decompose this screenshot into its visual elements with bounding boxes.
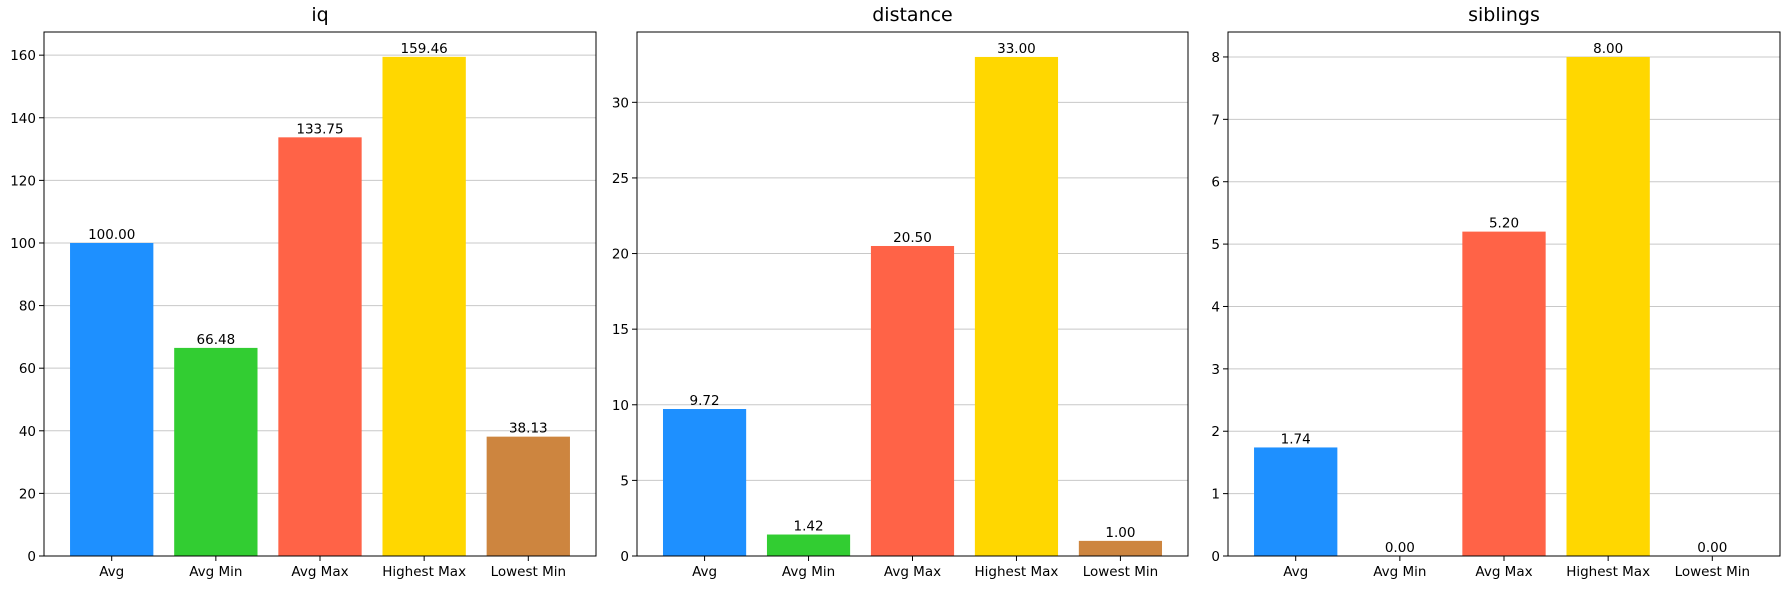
- y-tick-label: 6: [1211, 175, 1220, 191]
- y-tick-label: 140: [10, 111, 36, 127]
- y-tick-label: 80: [19, 299, 36, 315]
- chart-title: distance: [872, 4, 953, 26]
- bar-value-label: 20.50: [893, 230, 932, 246]
- bar-lowest-min: [486, 436, 570, 556]
- bar-avg: [1254, 447, 1338, 556]
- y-tick-label: 120: [10, 173, 36, 189]
- bar-highest-max: [1566, 56, 1650, 556]
- bar-value-label: 9.72: [690, 393, 720, 409]
- axes-frame: [1227, 31, 1781, 557]
- bar-value-label: 100.00: [88, 227, 135, 243]
- chart-panel-2: 0 5 10 15 20 25 30 Avg 9.72 Avg Min 1.42 Avg Max 20.…: [612, 4, 1189, 580]
- x-tick-label: Lowest Min: [1083, 564, 1158, 580]
- bar-value-label: 1.74: [1281, 431, 1311, 447]
- x-tick-label: Highest Max: [382, 564, 466, 580]
- x-tick-label: Avg Min: [189, 564, 242, 580]
- axes-frame: [43, 31, 597, 557]
- x-tick-label: Avg: [1283, 564, 1308, 580]
- x-tick-label: Lowest Min: [491, 564, 566, 580]
- bar-avg: [662, 409, 747, 556]
- y-tick-label: 7: [1211, 112, 1220, 128]
- y-tick-label: 60: [19, 361, 36, 377]
- y-tick-label: 8: [1211, 50, 1220, 66]
- bar-value-label: 66.48: [197, 332, 236, 348]
- bar-highest-max: [382, 56, 466, 556]
- bar-value-label: 1.42: [794, 519, 824, 535]
- bar-avg-max: [278, 137, 362, 556]
- y-tick-label: 30: [612, 95, 629, 111]
- y-tick-label: 1: [1211, 487, 1220, 503]
- axes-frame: [636, 31, 1189, 557]
- x-tick-label: Avg Min: [782, 564, 835, 580]
- bar-avg: [70, 242, 154, 556]
- bar-avg-max: [870, 245, 955, 556]
- bar-value-label: 38.13: [509, 421, 548, 437]
- chart-title: siblings: [1468, 4, 1540, 26]
- y-tick-label: 0: [27, 549, 36, 565]
- chart-panel-1: 0 20 40 60 80 100 120 140 160 Avg 100.00 Avg Min 66.…: [10, 4, 597, 580]
- y-tick-label: 3: [1211, 362, 1220, 378]
- y-tick-label: 2: [1211, 424, 1220, 440]
- x-tick-label: Highest Max: [975, 564, 1059, 580]
- y-tick-label: 20: [19, 486, 36, 502]
- x-tick-label: Avg Min: [1373, 564, 1426, 580]
- y-tick-label: 40: [19, 424, 36, 440]
- bar-value-label: 133.75: [296, 121, 343, 137]
- bar-avg-min: [174, 347, 258, 556]
- x-tick-label: Avg Max: [291, 564, 348, 580]
- y-tick-label: 100: [10, 236, 36, 252]
- bar-value-label: 159.46: [401, 41, 448, 57]
- chart-panel-3: 0 1 2 3 4 5 6 7 8 Avg 1.74 Avg Min 0.00 Avg Max 5.20 Hi…: [1211, 4, 1781, 580]
- bar-value-label: 0.00: [1385, 540, 1415, 556]
- y-tick-label: 20: [612, 247, 629, 263]
- x-tick-label: Lowest Min: [1675, 564, 1750, 580]
- bar-avg-min: [766, 534, 851, 556]
- y-tick-label: 15: [612, 322, 629, 338]
- y-tick-label: 10: [612, 398, 629, 414]
- bar-value-label: 5.20: [1489, 216, 1519, 232]
- y-tick-label: 0: [1211, 549, 1220, 565]
- y-tick-label: 160: [10, 48, 36, 64]
- x-tick-label: Highest Max: [1566, 564, 1650, 580]
- x-tick-label: Avg: [692, 564, 717, 580]
- chart-title: iq: [311, 4, 328, 26]
- bar-value-label: 8.00: [1593, 41, 1623, 57]
- x-tick-label: Avg Max: [884, 564, 941, 580]
- y-tick-label: 5: [1211, 237, 1220, 253]
- y-tick-label: 5: [620, 473, 629, 489]
- bar-value-label: 0.00: [1697, 540, 1727, 556]
- y-tick-label: 4: [1211, 299, 1220, 315]
- x-tick-label: Avg Max: [1475, 564, 1532, 580]
- y-tick-label: 25: [612, 171, 629, 187]
- y-tick-label: 0: [620, 549, 629, 565]
- bar-avg-max: [1462, 231, 1546, 556]
- x-tick-label: Avg: [99, 564, 124, 580]
- bar-highest-max: [974, 56, 1059, 556]
- bar-lowest-min: [1078, 540, 1163, 556]
- bar-value-label: 33.00: [997, 41, 1036, 57]
- bar-value-label: 1.00: [1105, 525, 1135, 541]
